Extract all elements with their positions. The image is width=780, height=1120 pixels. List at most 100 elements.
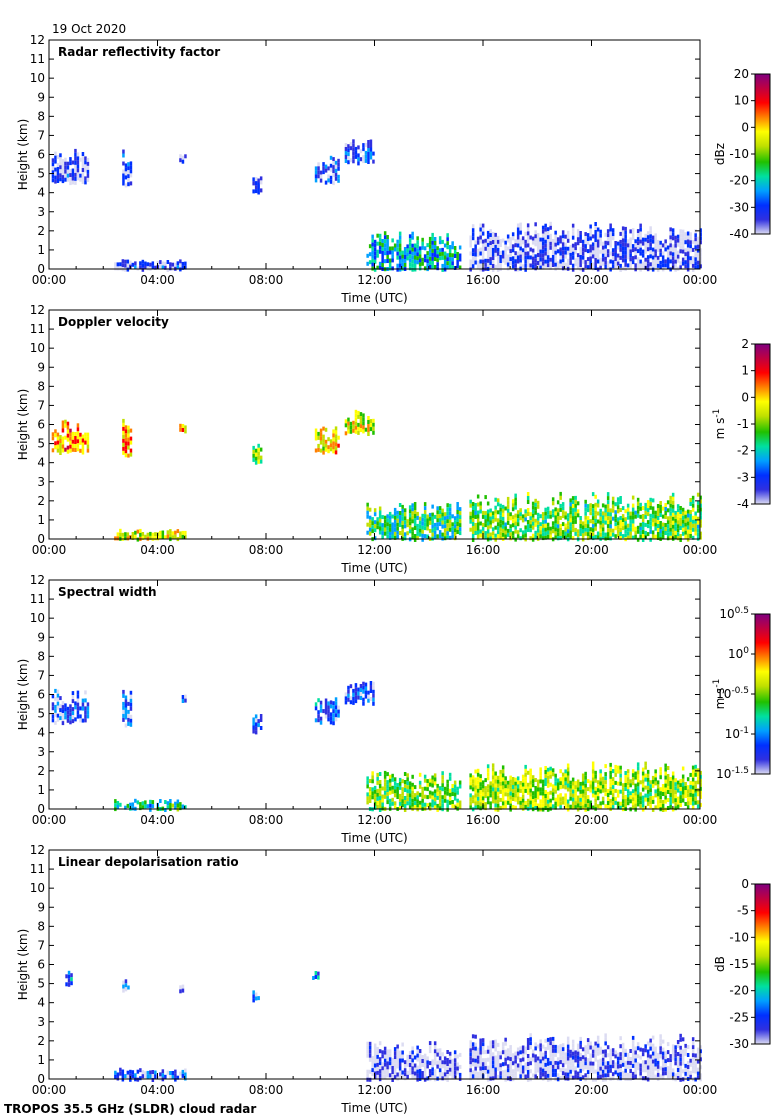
echo-cell — [388, 1053, 392, 1058]
echo-cell — [378, 796, 382, 800]
echo-cell — [367, 690, 370, 695]
echo-cell — [574, 250, 577, 255]
echo-cell — [611, 801, 615, 806]
echo-cell — [381, 1074, 384, 1079]
echo-cell — [127, 429, 130, 434]
echo-cell — [489, 532, 492, 537]
echo-cell — [664, 511, 667, 515]
echo-cell — [554, 531, 557, 536]
echo-cell — [556, 516, 560, 521]
echo-cell — [319, 170, 323, 175]
echo-region — [179, 423, 187, 434]
echo-cell — [531, 799, 535, 804]
echo-cell — [691, 793, 695, 798]
echo-cell — [61, 701, 65, 706]
echo-cell — [524, 251, 527, 256]
echo-cell — [141, 536, 145, 540]
echo-cell — [506, 238, 510, 243]
echo-cell — [479, 774, 482, 779]
echo-cell — [254, 722, 258, 727]
echo-cell — [641, 1064, 645, 1069]
echo-cell — [649, 242, 652, 247]
echo-cell — [641, 241, 645, 246]
echo-cell — [474, 1050, 477, 1055]
echo-cell — [679, 538, 682, 542]
echo-cell — [574, 1074, 577, 1079]
echo-cell — [496, 775, 500, 780]
echo-cell — [136, 537, 140, 542]
echo-cell — [448, 1051, 452, 1056]
echo-cell — [631, 256, 635, 261]
echo-cell — [411, 1058, 414, 1063]
echo-cell — [176, 803, 180, 808]
echo-cell — [344, 696, 348, 701]
echo-cell — [408, 266, 412, 271]
echo-cell — [456, 1070, 459, 1075]
echo-cell — [559, 507, 562, 512]
echo-cell — [376, 780, 379, 785]
echo-cell — [594, 790, 597, 795]
echo-cell — [127, 425, 130, 430]
echo-cell — [376, 1050, 379, 1055]
echo-cell — [639, 530, 642, 535]
echo-cell — [448, 519, 452, 524]
echo-cell — [479, 263, 482, 268]
echo-cell — [141, 532, 145, 536]
echo-cell — [154, 1070, 157, 1075]
echo-cell — [589, 224, 592, 229]
echo-cell — [506, 1064, 510, 1069]
echo-cell — [641, 261, 645, 266]
echo-cell — [357, 161, 360, 166]
echo-cell — [629, 783, 632, 788]
echo-cell — [671, 228, 675, 233]
echo-cell — [589, 800, 592, 805]
echo-cell — [679, 265, 682, 270]
echo-cell — [579, 797, 582, 802]
echo-cell — [456, 526, 459, 530]
echo-cell — [514, 239, 517, 244]
echo-cell — [317, 443, 320, 448]
echo-cell — [403, 524, 407, 529]
echo-cell — [531, 1073, 535, 1078]
echo-cell — [584, 507, 587, 512]
echo-cell — [586, 1050, 590, 1055]
echo-cell — [122, 717, 125, 722]
echo-cell — [494, 795, 497, 800]
echo-cell — [458, 245, 462, 250]
echo-cell — [511, 264, 515, 269]
echo-cell — [61, 159, 65, 164]
echo-cell — [609, 786, 612, 791]
echo-cell — [549, 534, 552, 539]
echo-cell — [122, 984, 125, 989]
echo-cell — [396, 522, 399, 527]
echo-cell — [501, 508, 505, 513]
echo-cell — [616, 261, 620, 266]
echo-cell — [561, 1043, 565, 1048]
echo-cell — [631, 1071, 635, 1076]
echo-cell — [609, 516, 612, 521]
echo-cell — [629, 779, 632, 784]
echo-cell — [59, 435, 62, 439]
echo-cell — [489, 265, 492, 270]
echo-cell — [631, 1059, 635, 1064]
echo-cell — [479, 790, 482, 795]
echo-cell — [619, 532, 622, 536]
echo-cell — [501, 250, 505, 255]
echo-cell — [401, 528, 404, 533]
echo-cell — [398, 1054, 402, 1059]
echo-cell — [144, 261, 147, 266]
echo-cell — [184, 530, 187, 535]
echo-cell — [519, 1066, 522, 1071]
echo-cell — [433, 1049, 437, 1054]
echo-cell — [651, 518, 655, 523]
echo-cell — [438, 506, 442, 511]
echo-cell — [471, 248, 475, 253]
echo-cell — [373, 243, 377, 248]
echo-cell — [126, 263, 130, 268]
echo-cell — [373, 259, 377, 264]
echo-cell — [539, 779, 542, 784]
echo-cell — [699, 236, 702, 241]
echo-cell — [576, 1051, 580, 1056]
echo-cell — [436, 791, 439, 796]
echo-cell — [471, 1034, 475, 1039]
